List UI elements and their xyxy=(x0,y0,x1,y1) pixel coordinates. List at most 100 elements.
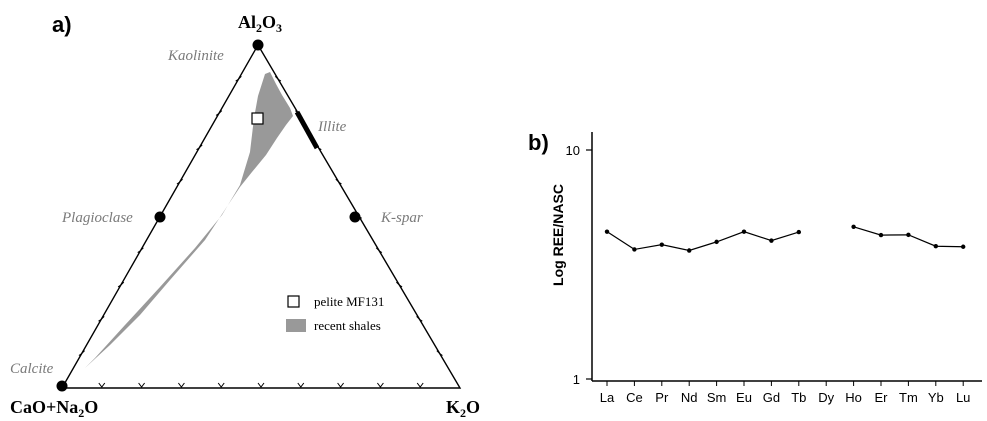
y-ticks: 1 10 xyxy=(566,143,592,387)
right-edge-tick xyxy=(315,144,319,149)
right-edge-tick xyxy=(436,350,441,355)
bottom-edge-tick xyxy=(217,382,225,388)
corner-label-left: CaO+Na2O xyxy=(10,397,98,420)
left-edge-tick xyxy=(140,247,144,252)
right-edge-tick xyxy=(295,110,299,114)
ree-point-er xyxy=(878,232,884,238)
right-edge-tick xyxy=(439,353,443,356)
right-edge-tick xyxy=(375,247,380,252)
ree-point-sm xyxy=(714,239,719,245)
left-edge-tick xyxy=(120,281,125,286)
pelite-sample-marker xyxy=(251,112,264,125)
right-edge-tick xyxy=(318,147,322,151)
corner-label-top: Al2O3 xyxy=(238,12,282,35)
ree-point-yb xyxy=(933,244,938,249)
right-edge-tick xyxy=(335,178,340,183)
left-edge-tick xyxy=(218,110,223,114)
y-tick-label: 1 xyxy=(573,372,580,387)
mineral-label-kspar: K-spar xyxy=(380,210,423,226)
panel-a-label: a) xyxy=(52,12,72,37)
x-tick-label-dy: Dy xyxy=(818,390,834,405)
bottom-edge-tick xyxy=(416,382,424,388)
ree-series-points xyxy=(604,224,966,253)
legend-grey-field-icon xyxy=(286,319,306,332)
x-tick-label-eu: Eu xyxy=(736,390,752,405)
left-edge-tick xyxy=(100,316,105,320)
right-edge-tick xyxy=(274,75,279,80)
x-tick-label-la: La xyxy=(600,390,615,405)
ree-panel: b) Log REE/NASC 1 10 La Ce Pr Nd Sm Eu Gd Tb Dy Ho… xyxy=(528,130,982,405)
bottom-edge-tick xyxy=(377,382,384,388)
x-ticks: La Ce Pr Nd Sm Eu Gd Tb Dy Ho Er Tm Yb Lu xyxy=(600,381,970,405)
x-tick-label-sm: Sm xyxy=(707,390,727,405)
panel-b-label: b) xyxy=(528,130,549,155)
ree-point-la xyxy=(604,229,610,234)
left-edge-tick xyxy=(215,113,220,116)
x-tick-label-er: Er xyxy=(875,390,889,405)
right-edge-tick xyxy=(378,250,383,254)
left-edge-tick xyxy=(238,75,242,80)
right-edge-tick xyxy=(416,316,420,320)
x-tick-label-tb: Tb xyxy=(791,390,806,405)
mineral-label-plagioclase: Plagioclase xyxy=(61,210,133,226)
legend-label-pelite: pelite MF131 xyxy=(314,294,384,309)
left-edge-tick xyxy=(235,78,239,82)
left-edge-tick xyxy=(196,147,200,151)
right-edge-tick xyxy=(298,113,302,116)
ternary-panel: a) Al2O3 CaO+Na2O K2O Kaolinite Illite P… xyxy=(10,12,480,420)
left-edge-tick xyxy=(137,250,141,254)
left-edge-tick xyxy=(81,350,85,355)
mineral-marker-kspar xyxy=(349,211,361,223)
bottom-edge-tick xyxy=(98,382,106,388)
mineral-label-kaolinite: Kaolinite xyxy=(167,48,224,64)
legend: pelite MF131 recent shales xyxy=(286,294,384,333)
x-tick-label-lu: Lu xyxy=(956,390,970,405)
left-edge-tick xyxy=(117,284,122,288)
ree-line-segment xyxy=(606,231,799,252)
x-tick-label-gd: Gd xyxy=(763,390,780,405)
x-tick-label-ho: Ho xyxy=(845,390,862,405)
ree-point-lu xyxy=(961,244,966,249)
right-edge-tick xyxy=(277,78,282,82)
left-edge-tick xyxy=(198,144,203,149)
ree-point-tm xyxy=(906,232,911,238)
mineral-marker-plagioclase xyxy=(154,211,166,223)
ree-point-eu xyxy=(741,229,747,234)
left-edge-tick xyxy=(98,318,102,322)
bottom-edge-tick xyxy=(297,382,305,388)
ree-point-ho xyxy=(851,224,856,229)
y-tick-label: 10 xyxy=(566,143,580,158)
ree-point-gd xyxy=(769,238,774,243)
mineral-marker-calcite xyxy=(56,380,68,392)
mineral-label-calcite: Calcite xyxy=(10,361,54,377)
mineral-marker-kaolinite xyxy=(252,39,264,51)
x-tick-label-nd: Nd xyxy=(681,390,698,405)
left-edge-tick xyxy=(78,353,82,356)
right-edge-tick xyxy=(338,181,342,185)
y-axis-label: Log REE/NASC xyxy=(550,184,566,286)
right-edge-tick xyxy=(396,281,400,286)
bottom-edge-tick xyxy=(178,382,185,388)
mineral-label-illite: Illite xyxy=(317,119,347,135)
ree-point-tb xyxy=(796,229,801,235)
ternary-mineral-markers xyxy=(56,39,361,392)
left-edge-tick xyxy=(179,178,183,183)
bottom-edge-tick xyxy=(257,382,265,388)
left-edge-tick xyxy=(176,181,180,185)
ree-point-nd xyxy=(687,248,692,253)
right-edge-tick xyxy=(399,284,403,288)
ree-point-pr xyxy=(659,242,664,247)
ree-series-lines xyxy=(606,226,964,252)
x-tick-label-tm: Tm xyxy=(899,390,918,405)
x-tick-label-pr: Pr xyxy=(655,390,669,405)
right-edge-tick xyxy=(419,318,423,322)
bottom-edge-tick xyxy=(138,382,145,388)
x-tick-label-ce: Ce xyxy=(626,390,643,405)
ree-point-ce xyxy=(632,247,637,252)
bottom-edge-tick xyxy=(337,382,344,388)
x-tick-label-yb: Yb xyxy=(928,390,944,405)
legend-open-square-icon xyxy=(287,295,300,308)
recent-shales-field xyxy=(68,72,293,385)
corner-label-right: K2O xyxy=(446,397,480,420)
